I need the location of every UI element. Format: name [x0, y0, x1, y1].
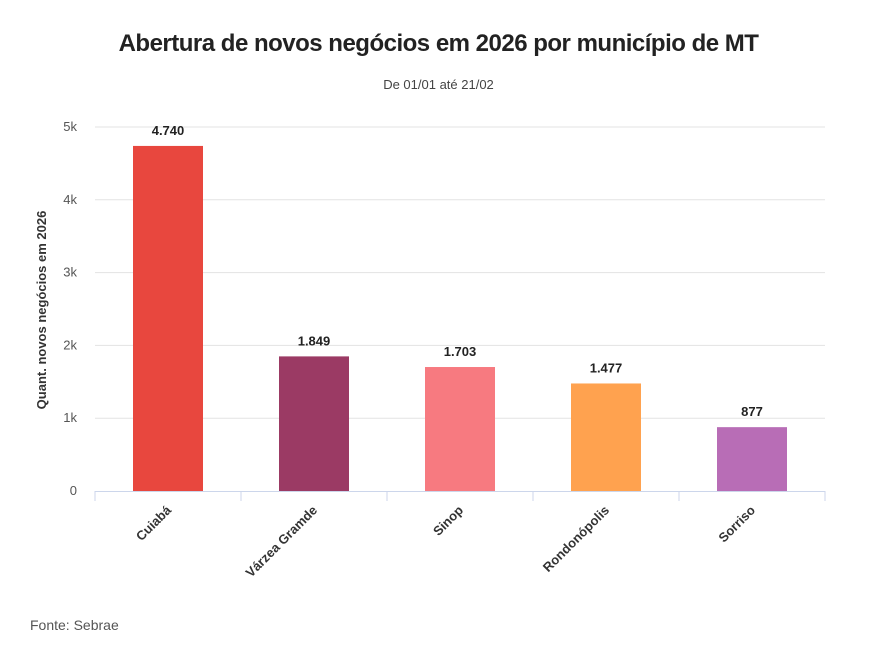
y-tick-label: 5k	[63, 119, 77, 134]
data-labels: 4.740 1.849 1.703 1.477 877	[152, 123, 763, 419]
data-label: 877	[741, 404, 763, 419]
y-tick-label: 4k	[63, 192, 77, 207]
x-tick-label: Cuiabá	[133, 502, 175, 544]
x-tick-label: Rondonópolis	[540, 503, 612, 575]
bar	[133, 145, 203, 492]
bar	[425, 367, 495, 491]
bar	[279, 356, 349, 491]
bars	[133, 145, 787, 492]
source-note: Fonte: Sebrae	[30, 617, 119, 633]
bar	[717, 427, 787, 491]
x-tick-label: Várzea Gramde	[243, 503, 321, 581]
x-axis-ticks: Cuiabá Várzea Gramde Sinop Rondonópolis Sorr…	[133, 502, 758, 580]
y-tick-label: 1k	[63, 410, 77, 425]
data-label: 1.703	[444, 344, 477, 359]
y-tick-label: 2k	[63, 337, 77, 352]
chart-title: Abertura de novos negócios em 2026 por m…	[118, 30, 759, 57]
x-tick-label: Sorriso	[715, 502, 758, 545]
bar	[571, 383, 641, 491]
y-axis-ticks: 0 1k 2k 3k 4k 5k	[63, 119, 77, 498]
data-label: 4.740	[152, 123, 185, 138]
x-axis	[94, 491, 826, 501]
y-axis-label: Quant. novos negócios em 2026	[34, 211, 49, 410]
x-tick-label: Sinop	[430, 502, 466, 538]
y-tick-label: 0	[70, 483, 77, 498]
data-label: 1.477	[590, 360, 623, 375]
y-tick-label: 3k	[63, 265, 77, 280]
data-label: 1.849	[298, 333, 331, 348]
chart-subtitle: De 01/01 até 21/02	[383, 77, 494, 92]
